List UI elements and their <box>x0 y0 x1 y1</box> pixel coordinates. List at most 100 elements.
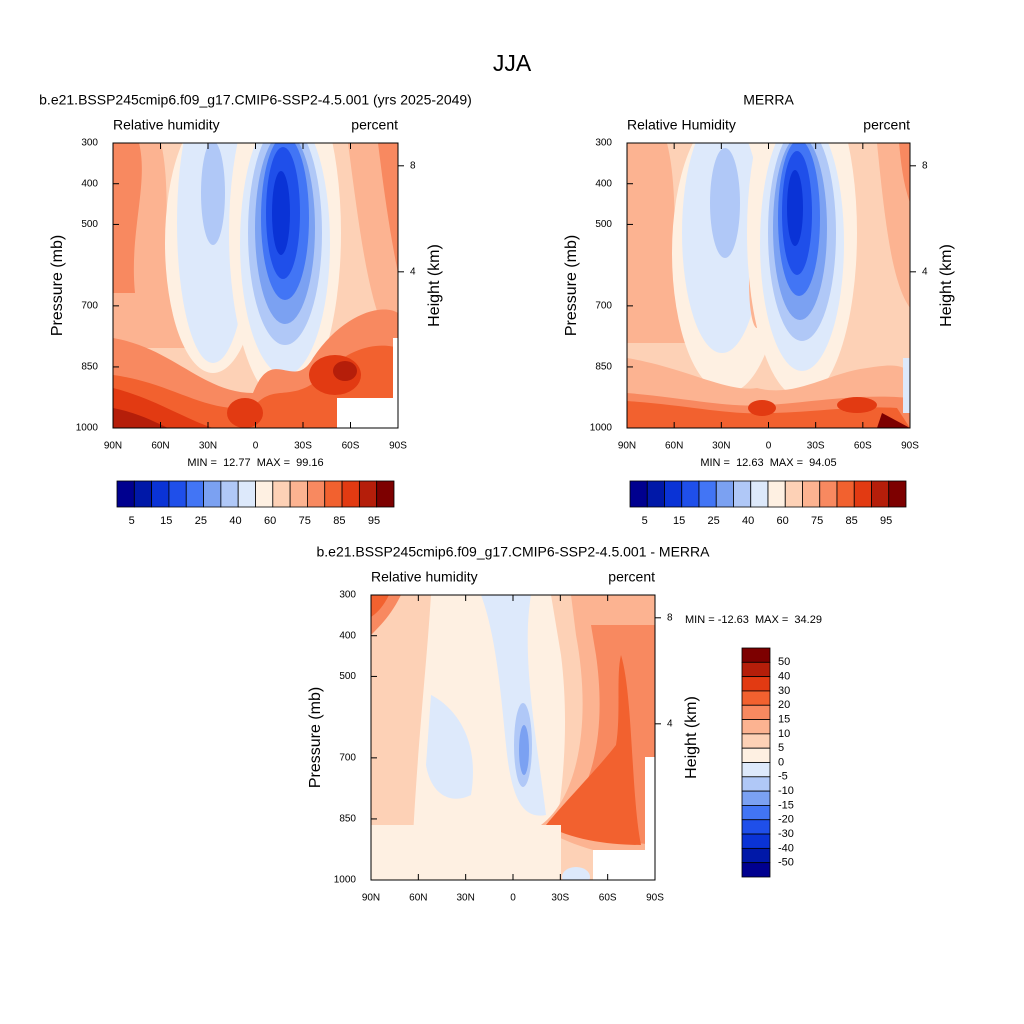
y-tick-label: 1000 <box>590 423 613 434</box>
x-tick-label: 30S <box>807 441 825 452</box>
y2-axis-title: Height (km) <box>938 244 955 327</box>
colorbar-label: 0 <box>778 756 784 768</box>
y-axis-title: Pressure (mb) <box>563 235 580 336</box>
colorbar-label: 15 <box>160 515 172 527</box>
colorbar-box <box>741 747 771 763</box>
colorbar-box <box>376 480 395 508</box>
colorbar-box <box>681 480 700 508</box>
panel-title: b.e21.BSSP245cmip6.f09_g17.CMIP6-SSP2-4.… <box>317 544 711 560</box>
colorbar-label: 60 <box>777 515 789 527</box>
left-label: Relative humidity <box>371 569 478 585</box>
colorbar-label: 15 <box>673 515 685 527</box>
x-tick-label: 60N <box>665 441 683 452</box>
colorbar-label: 40 <box>742 515 754 527</box>
colorbar-box <box>741 833 771 849</box>
y-tick-label: 300 <box>595 138 612 149</box>
colorbar-label: 10 <box>778 728 790 740</box>
colorbar-box <box>767 480 786 508</box>
y-tick-label: 850 <box>81 362 98 373</box>
x-tick-label: 30N <box>712 441 730 452</box>
colorbar-box <box>741 862 771 878</box>
y-tick-label: 400 <box>339 630 356 641</box>
colorbar-box <box>255 480 274 508</box>
colorbar-box <box>741 676 771 692</box>
colorbar-box <box>741 847 771 864</box>
x-tick-label: 30N <box>456 893 474 904</box>
contour-field <box>113 143 398 428</box>
colorbar-label: 60 <box>264 515 276 527</box>
colorbar-label: 40 <box>778 671 790 683</box>
colorbar-label: 25 <box>708 515 720 527</box>
colorbar-label: 95 <box>368 515 380 527</box>
y-tick-label: 500 <box>81 219 98 230</box>
colorbar-label: 30 <box>778 685 790 697</box>
y2-tick-label: 8 <box>922 160 928 171</box>
colorbar-label: 85 <box>846 515 858 527</box>
x-tick-label: 30S <box>551 893 569 904</box>
contour-field <box>627 143 910 428</box>
y-tick-label: 700 <box>339 752 356 763</box>
colorbar-box <box>289 480 308 508</box>
x-tick-label: 0 <box>766 441 772 452</box>
colorbar-box <box>220 480 239 508</box>
colorbar-box <box>203 480 222 508</box>
colorbar-label: 50 <box>778 656 790 668</box>
y-tick-label: 300 <box>81 138 98 149</box>
y-tick-label: 850 <box>339 814 356 825</box>
colorbar-box <box>133 480 153 508</box>
colorbar-box <box>715 480 734 508</box>
colorbar-box <box>741 790 771 806</box>
colorbar-box <box>741 690 771 706</box>
colorbar-label: 5 <box>642 515 648 527</box>
colorbar-label: -40 <box>778 842 794 854</box>
colorbar-box <box>185 480 204 508</box>
y-tick-label: 300 <box>339 590 356 601</box>
colorbar-label: 85 <box>333 515 345 527</box>
x-tick-label: 90S <box>646 893 664 904</box>
x-tick-label: 90S <box>901 441 919 452</box>
colorbar-box <box>741 719 771 735</box>
colorbar-label: 5 <box>129 515 135 527</box>
x-tick-label: 90N <box>104 441 122 452</box>
stats: MIN = 12.63 MAX = 94.05 <box>700 457 836 469</box>
right-label: percent <box>351 117 398 133</box>
left-label: Relative humidity <box>113 117 220 133</box>
colorbar-label: -15 <box>778 799 794 811</box>
y2-tick-label: 8 <box>667 612 673 623</box>
colorbar-box <box>853 480 872 508</box>
y-tick-label: 850 <box>595 362 612 373</box>
y2-axis-title: Height (km) <box>683 696 700 779</box>
colorbar-label: 40 <box>229 515 241 527</box>
colorbar-label: 15 <box>778 713 790 725</box>
x-tick-label: 30N <box>199 441 217 452</box>
colorbar-label: 95 <box>880 515 892 527</box>
right-label: percent <box>863 117 910 133</box>
colorbar-box <box>237 480 256 508</box>
colorbar-box <box>272 480 291 508</box>
y-tick-label: 500 <box>339 671 356 682</box>
x-tick-label: 0 <box>253 441 259 452</box>
stats: MIN = -12.63 MAX = 34.29 <box>685 614 822 626</box>
colorbar-box <box>116 480 135 508</box>
figure-title: JJA <box>493 50 532 76</box>
colorbar-label: 20 <box>778 699 790 711</box>
colorbar-box <box>836 480 855 508</box>
right-label: percent <box>608 569 655 585</box>
x-tick-label: 60N <box>409 893 427 904</box>
colorbar-box <box>168 480 187 508</box>
colorbar-label: 75 <box>299 515 311 527</box>
colorbar-box <box>324 480 343 508</box>
colorbar-box <box>741 704 771 720</box>
colorbar-box <box>358 480 378 508</box>
y-tick-label: 700 <box>595 300 612 311</box>
y2-axis-title: Height (km) <box>426 244 443 327</box>
colorbar-box <box>664 480 683 508</box>
panel-title: MERRA <box>743 92 794 108</box>
left-label: Relative Humidity <box>627 117 736 133</box>
stats: MIN = 12.77 MAX = 99.16 <box>187 457 323 469</box>
colorbar-label: -50 <box>778 857 794 869</box>
y-tick-label: 500 <box>595 219 612 230</box>
colorbar-box <box>646 480 665 508</box>
colorbar-box <box>741 733 771 749</box>
